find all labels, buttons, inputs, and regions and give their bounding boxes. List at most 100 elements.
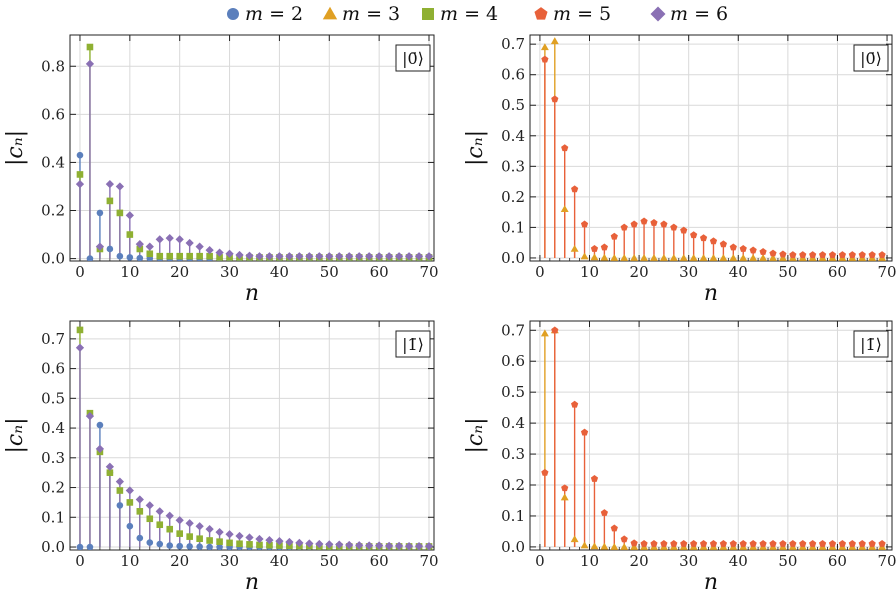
data-point [235, 531, 244, 541]
data-point [206, 543, 213, 550]
state-label: |0̄⟩ [860, 49, 882, 68]
data-point [76, 171, 84, 178]
y-tick-label: 0.6 [41, 360, 65, 378]
data-point [551, 95, 559, 103]
data-point [560, 493, 569, 501]
legend-label: m = 5 [553, 3, 611, 25]
x-tick-label: 20 [630, 263, 649, 281]
data-point [690, 231, 698, 239]
data-point [828, 540, 837, 547]
legend-marker [650, 6, 666, 22]
series-m=5 [544, 59, 883, 258]
x-axis-label: n [704, 570, 718, 594]
data-point [126, 522, 134, 530]
data-point [196, 535, 203, 542]
data-point [86, 43, 94, 51]
data-point [76, 543, 84, 550]
data-point [571, 400, 579, 408]
data-point [285, 537, 294, 547]
chart-panel-top-left: 0 10 20 30 40 50 60 70 0.0 0.2 0.4 0.6 0.8 n |cₙ| |0̄⟩ [3, 34, 439, 306]
data-point [640, 540, 648, 547]
data-point [106, 469, 114, 476]
data-point [709, 540, 718, 547]
legend-label: m = 2 [245, 3, 303, 25]
y-axis-label: |cₙ| [463, 417, 488, 453]
plot-frame [529, 34, 893, 262]
data-point [295, 538, 304, 547]
data-point [838, 540, 847, 547]
data-point [196, 252, 203, 260]
data-point [176, 542, 183, 550]
data-point [739, 244, 747, 252]
data-point [679, 253, 688, 261]
x-tick-label: 40 [729, 552, 748, 570]
x-tick-label: 10 [120, 552, 139, 570]
data-point [818, 251, 827, 258]
legend-item: m = 4 [422, 3, 498, 25]
data-point [828, 251, 837, 258]
data-point [95, 444, 105, 454]
data-point [106, 197, 114, 205]
data-point [630, 220, 638, 228]
data-point [295, 252, 304, 261]
plot-frame [529, 320, 893, 551]
data-point [809, 540, 817, 547]
data-point [424, 252, 434, 261]
data-point [669, 253, 678, 261]
data-point [375, 252, 384, 261]
x-tick-label: 40 [729, 263, 748, 281]
data-point [116, 209, 124, 217]
data-point [590, 253, 599, 261]
data-point [779, 250, 787, 258]
data-point [256, 541, 263, 549]
data-point [86, 543, 94, 550]
legend-item: m = 5 [534, 3, 611, 25]
markers-m=3 [540, 37, 887, 261]
x-tick-label: 70 [419, 263, 438, 281]
series-m=6 [79, 63, 430, 259]
y-tick-label: 0.7 [501, 321, 525, 339]
data-point [799, 251, 807, 258]
x-tick-label: 0 [75, 552, 85, 570]
x-tick-label: 50 [778, 263, 797, 281]
data-point [659, 253, 668, 261]
series-m=2 [99, 425, 201, 548]
data-point [858, 251, 866, 258]
data-point [848, 540, 856, 547]
data-point [185, 519, 194, 528]
data-point [215, 248, 224, 257]
y-tick-label: 0.1 [501, 507, 525, 525]
series-m=4 [79, 47, 430, 259]
data-point [365, 252, 374, 261]
data-point [125, 211, 134, 220]
data-point [255, 534, 264, 544]
data-point [265, 536, 274, 545]
x-tick-label: 40 [270, 552, 289, 570]
y-tick-label: 0.1 [41, 508, 65, 526]
x-axis-label: n [704, 281, 718, 306]
data-point [265, 252, 274, 261]
x-tick-label: 60 [370, 263, 389, 281]
data-point [136, 254, 144, 261]
data-point [205, 246, 214, 255]
data-point [561, 144, 569, 152]
plot-area [540, 37, 887, 261]
data-point [699, 234, 708, 242]
data-point [650, 219, 658, 226]
data-point [769, 249, 777, 257]
data-point [125, 486, 134, 495]
data-point [660, 220, 668, 228]
x-tick-label: 70 [419, 552, 438, 570]
plot-area [75, 326, 434, 550]
x-tick-label: 60 [370, 552, 389, 570]
data-point [699, 253, 708, 261]
data-point [590, 475, 599, 482]
data-point [610, 253, 619, 261]
y-tick-label: 0.7 [501, 35, 525, 53]
x-tick-label: 30 [679, 552, 698, 570]
data-point [759, 248, 767, 255]
data-point [404, 252, 414, 261]
y-tick-label: 0.1 [501, 218, 525, 236]
data-point [146, 250, 154, 258]
